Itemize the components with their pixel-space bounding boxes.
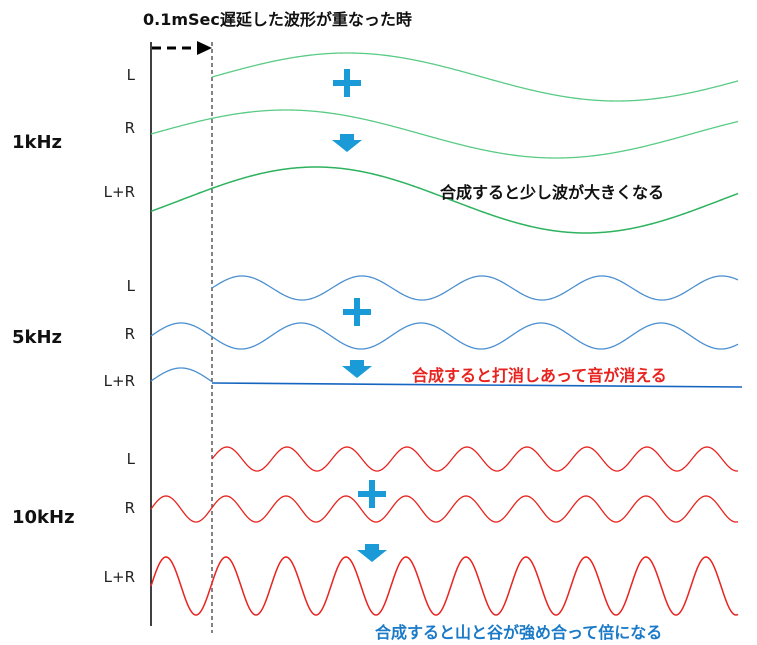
channel-label-sum: L+R: [103, 183, 135, 201]
diagram-title: 0.1mSec遅延した波形が重なった時: [143, 10, 412, 29]
freq-label-5khz: 5kHz: [12, 327, 63, 348]
channel-label-r: R: [124, 119, 135, 137]
channel-label-sum: L+R: [103, 568, 135, 586]
channel-label-r: R: [124, 325, 135, 343]
wave-1khz-l: [211, 52, 739, 102]
note-5khz: 合成すると打消しあって音が消える: [412, 366, 667, 385]
wave-10khz-sum: [150, 556, 739, 616]
channel-label-l: L: [126, 277, 135, 295]
wave-5khz-sum-flat: [211, 382, 743, 388]
down-arrow-icon: [342, 360, 372, 378]
plus-icon: [358, 480, 386, 508]
channel-label-l: L: [126, 450, 135, 468]
down-arrow-icon: [332, 134, 362, 152]
wave-1khz-sum: [150, 166, 739, 234]
freq-label-1khz: 1kHz: [12, 132, 63, 153]
down-arrow-icon: [357, 544, 387, 562]
wave-10khz-l: [211, 446, 739, 472]
note-10khz: 合成すると山と谷が強め合って倍になる: [375, 623, 663, 642]
wave-5khz-l: [211, 275, 739, 301]
channel-label-r: R: [124, 499, 135, 517]
delay-arrow-icon: [152, 41, 212, 55]
wave-10khz-r: [150, 495, 739, 523]
wave-1khz-r: [150, 109, 739, 159]
channel-label-sum: L+R: [103, 372, 135, 390]
channel-label-l: L: [126, 66, 135, 84]
wave-5khz-r: [150, 322, 739, 350]
freq-label-10khz: 10kHz: [12, 507, 75, 528]
plus-icon: [343, 298, 371, 326]
wave-5khz-sum-head: [150, 367, 213, 383]
note-1khz: 合成すると少し波が大きくなる: [440, 183, 665, 202]
plus-icon: [333, 69, 361, 97]
